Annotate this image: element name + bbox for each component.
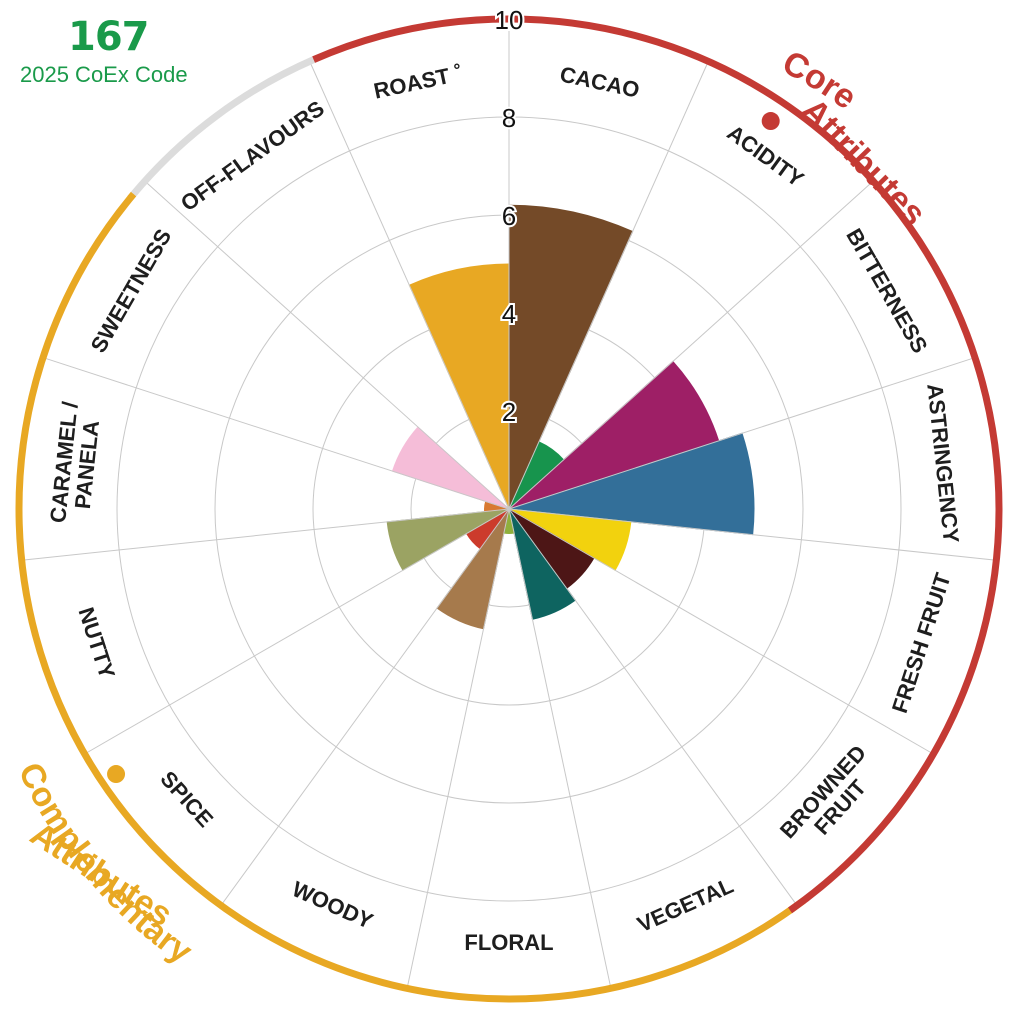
- bar-cacao: [508, 204, 634, 510]
- spoke: [508, 508, 997, 561]
- spoke: [508, 61, 709, 510]
- off-flavours-ring: [130, 56, 316, 197]
- coex-code-caption: 2025 CoEx Code: [20, 62, 188, 87]
- category-label: SPICE: [156, 766, 219, 832]
- spoke: [508, 357, 976, 510]
- category-label: OFF-FLAVOURS: [176, 95, 329, 216]
- spoke: [508, 180, 874, 510]
- complementary-marker-dot: [107, 765, 126, 784]
- spoke: [508, 508, 612, 989]
- coex-code-number: 167: [68, 14, 149, 60]
- spoke: [508, 508, 934, 755]
- category-label: FRESH FRUIT: [887, 569, 956, 716]
- spoke: [508, 508, 798, 906]
- category-label: NUTTY: [74, 604, 121, 682]
- spoke: [84, 508, 510, 755]
- radial-tick-labels: 2 4 6 8 10: [493, 3, 526, 429]
- spokes: [21, 19, 997, 989]
- category-label: ACIDITY: [723, 120, 809, 192]
- r-tick-label: 6: [502, 201, 516, 231]
- complementary-ring: [15, 191, 806, 1003]
- spoke: [42, 357, 510, 510]
- r-tick-label: 4: [502, 299, 516, 329]
- category-label: CARAMEL /PANELA: [45, 400, 106, 526]
- group-ring: [15, 15, 1003, 1003]
- category-label: WOODY: [289, 876, 378, 934]
- category-label: FLORAL: [464, 930, 553, 955]
- category-label: VEGETAL: [633, 873, 737, 937]
- spoke: [406, 508, 510, 989]
- r-tick-label: 8: [502, 103, 516, 133]
- roast-ring: [312, 15, 510, 63]
- category-label: ASTRINGENCY: [922, 382, 964, 544]
- r-tick-label: 10: [495, 5, 524, 35]
- core-attributes-label-line2: Attributes: [794, 91, 933, 233]
- spoke: [309, 61, 510, 510]
- category-label: ROAST ˚: [371, 60, 465, 103]
- category-label: CACAO: [558, 61, 642, 102]
- data-bars: [386, 204, 755, 630]
- complementary-attributes-label-line2: Attributes: [24, 815, 179, 934]
- core-ring: [508, 15, 1003, 914]
- spoke: [144, 180, 510, 510]
- r-tick-label: 2: [502, 397, 516, 427]
- spoke: [220, 508, 510, 906]
- core-marker-dot: [761, 112, 780, 131]
- spoke: [21, 508, 510, 561]
